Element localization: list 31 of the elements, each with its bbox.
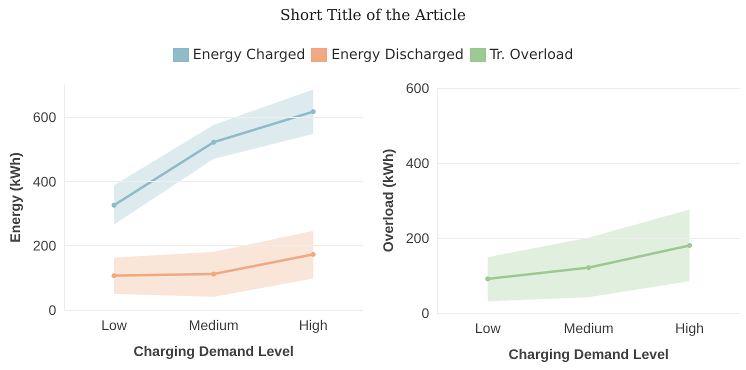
- point: [687, 243, 692, 248]
- y-tick-label: 400: [406, 155, 430, 171]
- point: [485, 276, 490, 282]
- point: [310, 252, 316, 257]
- x-tick-label: High: [298, 317, 328, 333]
- x-tick-label: High: [675, 320, 704, 336]
- x-axis-title: Charging Demand Level: [133, 343, 294, 359]
- y-tick-label: 600: [32, 109, 56, 126]
- legend-label: Tr. Overload: [490, 47, 574, 63]
- y-tick-label: 400: [32, 173, 56, 190]
- y-axis-title: Energy (kWh): [7, 152, 23, 243]
- x-axis-title: Charging Demand Level: [508, 346, 669, 362]
- point: [112, 202, 117, 208]
- x-tick-label: Medium: [564, 320, 614, 336]
- y-tick-label: 200: [406, 230, 430, 246]
- point: [112, 273, 117, 278]
- point: [211, 140, 216, 145]
- y-tick-label: 200: [32, 238, 56, 254]
- y-tick-label: 0: [421, 305, 430, 321]
- y-tick-label: 600: [406, 80, 430, 96]
- x-tick-label: Low: [474, 320, 502, 336]
- point: [310, 109, 316, 114]
- point: [586, 265, 592, 270]
- x-tick-label: Medium: [188, 317, 239, 333]
- legend-label: Energy Charged: [192, 47, 306, 63]
- point: [211, 272, 216, 276]
- chart-title: Short Title of the Article: [279, 6, 467, 24]
- y-axis-title: Overload (kWh): [380, 148, 396, 252]
- y-tick-label: 0: [48, 302, 56, 318]
- legend-label: Energy Discharged: [331, 47, 464, 63]
- x-tick-label: Low: [101, 317, 128, 333]
